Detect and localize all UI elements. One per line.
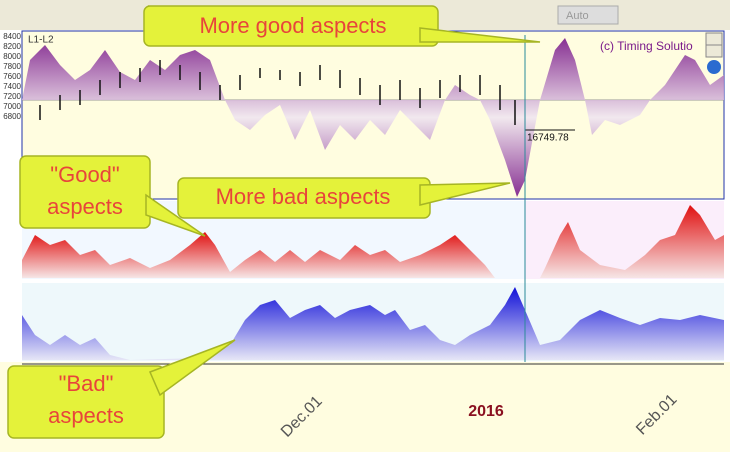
callout-text: "Good" (50, 162, 119, 187)
y-tick-label: 7800 (3, 62, 21, 71)
callout-pointer (145, 193, 206, 237)
y-tick-label: 8200 (3, 42, 21, 51)
callout-text: "Bad" (59, 371, 114, 396)
copyright: (c) Timing Solutio (600, 39, 693, 53)
toolbar-field-text: Auto (566, 10, 589, 22)
good-wave-future (540, 205, 724, 278)
callout-text: aspects (47, 194, 123, 219)
y-tick-label: 7000 (3, 102, 21, 111)
y-tick-label: 7400 (3, 82, 21, 91)
panel-label: L1-L2 (28, 35, 54, 46)
scroll-down[interactable] (705, 44, 723, 58)
y-tick-label: 8000 (3, 52, 21, 61)
toolbar-field[interactable] (557, 5, 619, 25)
y-tick-label: 7200 (3, 92, 21, 101)
callout-box (177, 177, 431, 219)
callout-box (19, 155, 151, 229)
bad-wave (22, 287, 724, 360)
callout-text: More good aspects (199, 13, 386, 38)
scroll-up[interactable] (705, 32, 723, 46)
globe-icon[interactable] (707, 60, 721, 74)
y-tick-label: 6800 (3, 112, 21, 121)
callout-pointer (419, 27, 541, 43)
x-label: 2016 (468, 403, 504, 420)
callout-pointer (419, 182, 511, 206)
callout-pointer (148, 339, 236, 397)
aspect-wave (22, 38, 724, 197)
y-tick-label: 7600 (3, 72, 21, 81)
price-bars (39, 60, 516, 125)
callout-box (143, 5, 439, 47)
callout-text: More bad aspects (216, 184, 391, 209)
callout-text: aspects (48, 403, 124, 428)
y-tick-label: 8400 (3, 32, 21, 41)
good-wave (22, 232, 495, 278)
price-label: 16749.78 (527, 133, 569, 144)
